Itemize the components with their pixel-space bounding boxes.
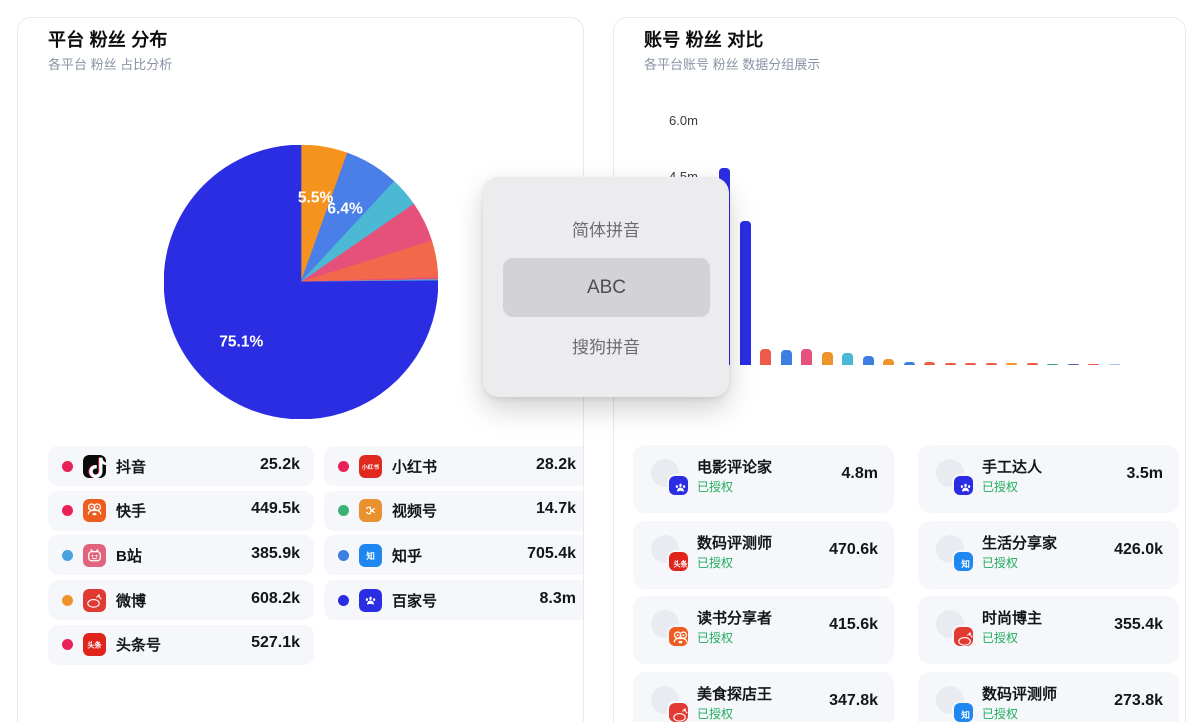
svg-text:知: 知 xyxy=(960,708,970,719)
svg-text:知: 知 xyxy=(365,550,375,561)
svg-text:头条: 头条 xyxy=(673,559,688,568)
svg-text:75.1%: 75.1% xyxy=(219,333,263,350)
svg-text:头条: 头条 xyxy=(87,641,102,650)
svg-text:知: 知 xyxy=(960,557,970,568)
svg-text:6.4%: 6.4% xyxy=(327,201,363,218)
